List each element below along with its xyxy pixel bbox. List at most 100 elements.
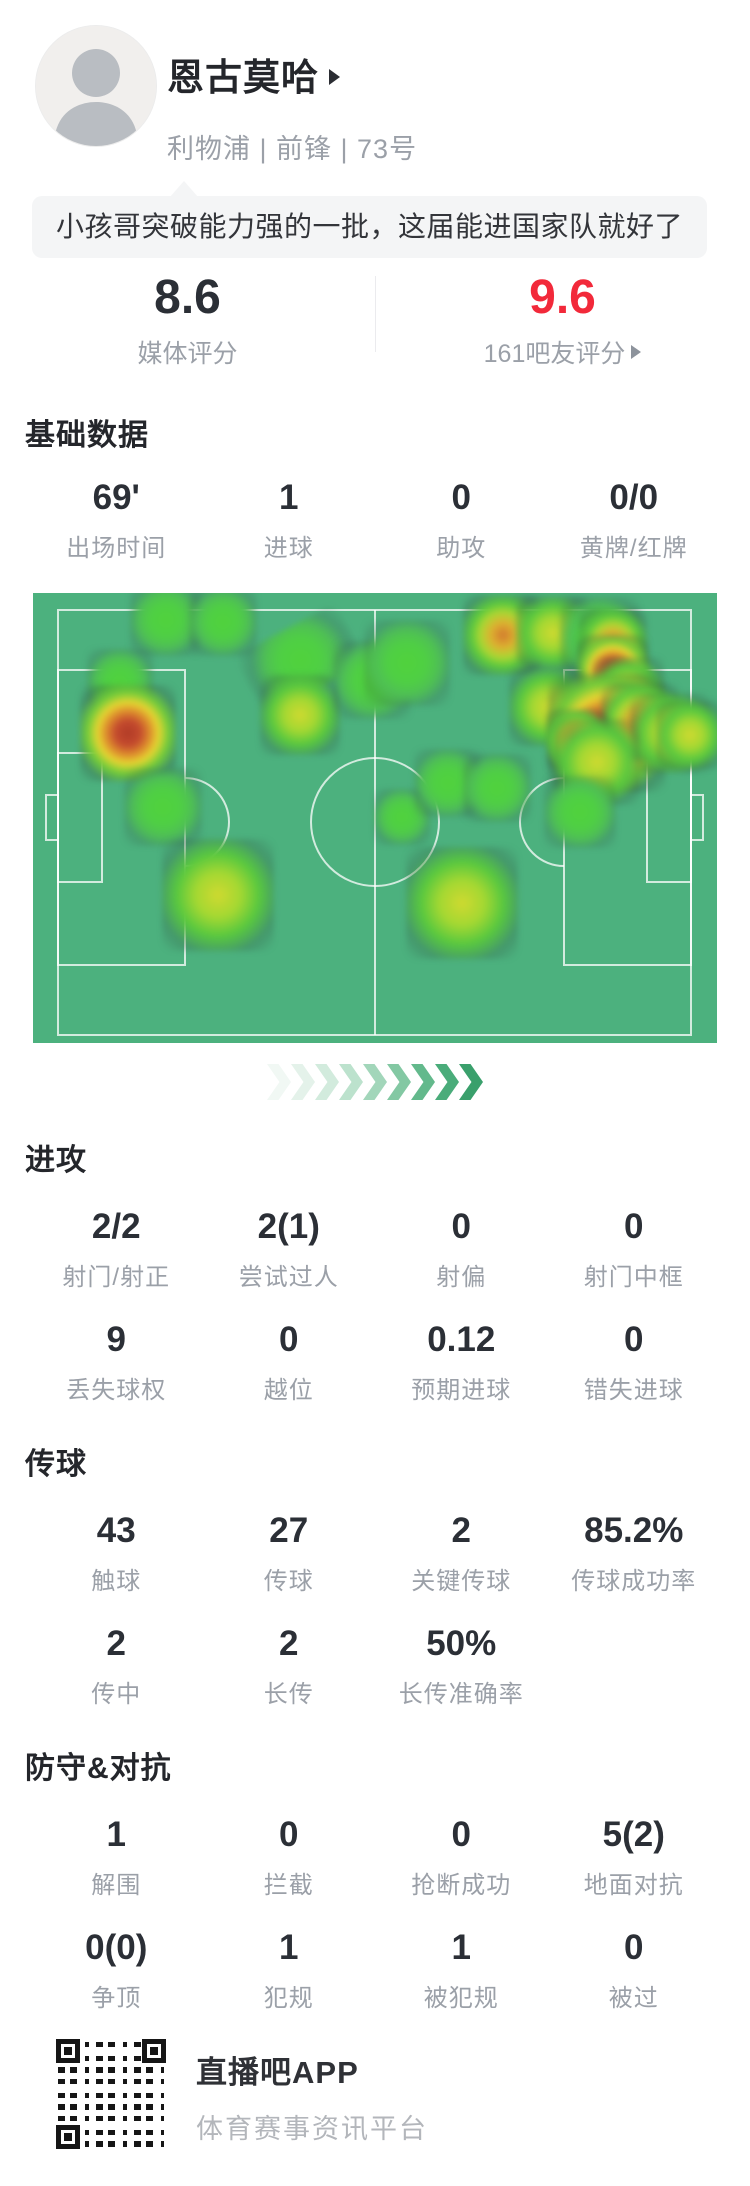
stat-value: 9 — [106, 1320, 126, 1359]
stat-cell: 50% 长传准确率 — [375, 1624, 548, 1709]
fan-rating-value: 9.6 — [529, 271, 596, 324]
quote-bubble-wrap: 小孩哥突破能力强的一批，这届能进国家队就好了 — [32, 181, 718, 258]
stat-row: 1 解围 0 拦截 0 抢断成功 5(2) 地面对抗 — [0, 1815, 750, 1900]
stat-cell: 1 解围 — [30, 1815, 203, 1900]
stat-label: 出场时间 — [66, 535, 167, 562]
stat-cell: 0 被过 — [548, 1928, 721, 2013]
stat-label: 触球 — [91, 1568, 142, 1595]
stat-value: 1 — [279, 478, 299, 517]
quote-text: 小孩哥突破能力强的一批，这届能进国家队就好了 — [56, 211, 684, 242]
section-defense: 防守&对抗 1 解围 0 拦截 0 抢断成功 5(2) 地面对抗 0(0) 争顶 1 犯规 1 被犯规 0 被过 — [0, 1743, 750, 2013]
stat-label: 关键传球 — [411, 1568, 512, 1595]
stat-value: 0/0 — [609, 478, 659, 517]
stat-row: 0(0) 争顶 1 犯规 1 被犯规 0 被过 — [0, 1928, 750, 2013]
media-rating-value: 8.6 — [154, 271, 221, 324]
section-attack: 进攻 2/2 射门/射正 2(1) 尝试过人 0 射偏 0 射门中框 9 丢失球权 0 越位 0.12 预期… — [0, 1135, 750, 1405]
stat-cell: 0 拦截 — [203, 1815, 376, 1900]
chevron-arrows — [0, 1063, 750, 1101]
quote-bubble: 小孩哥突破能力强的一批，这届能进国家队就好了 — [32, 181, 708, 258]
stat-value: 2(1) — [257, 1207, 320, 1246]
stat-cell: 5(2) 地面对抗 — [548, 1815, 721, 1900]
stat-cell: 69' 出场时间 — [30, 478, 203, 563]
stat-cell: 2/2 射门/射正 — [30, 1207, 203, 1292]
stat-cell: 43 触球 — [30, 1511, 203, 1596]
stat-cell: 1 犯规 — [203, 1928, 376, 2013]
stat-label: 长传准确率 — [398, 1681, 524, 1708]
fan-rating[interactable]: 9.6 161吧友评分 — [375, 270, 750, 370]
stat-cell: 0 错失进球 — [548, 1320, 721, 1405]
stat-label: 丢失球权 — [66, 1377, 167, 1404]
stat-row: 43 触球 27 传球 2 关键传球 85.2% 传球成功率 — [0, 1511, 750, 1596]
stat-cell: 1 被犯规 — [375, 1928, 548, 2013]
stat-cell: 9 丢失球权 — [30, 1320, 203, 1405]
media-rating: 8.6 媒体评分 — [0, 270, 375, 370]
stat-value: 2 — [451, 1511, 471, 1550]
stat-value: 0 — [451, 478, 471, 517]
chevron-right-icon — [411, 1064, 435, 1100]
stat-value: 0 — [624, 1207, 644, 1246]
stat-label: 越位 — [263, 1377, 314, 1404]
chevron-right-icon — [267, 1064, 291, 1100]
avatar-placeholder-icon — [36, 26, 156, 146]
stat-label: 被过 — [608, 1985, 659, 2012]
player-name-row[interactable]: 恩古莫哈 — [167, 47, 340, 101]
stat-value: 0 — [451, 1815, 471, 1854]
player-meta: 利物浦 | 前锋 | 73号 — [167, 134, 418, 164]
section-title: 进攻 — [25, 1144, 87, 1177]
stat-value: 0 — [624, 1928, 644, 1967]
stat-label: 进球 — [263, 535, 314, 562]
stat-label: 抢断成功 — [411, 1872, 512, 1899]
chevron-right-icon — [339, 1064, 363, 1100]
chevron-right-icon — [291, 1064, 315, 1100]
stat-value: 85.2% — [584, 1511, 684, 1550]
stat-cell: 0 射偏 — [375, 1207, 548, 1292]
section-title: 防守&对抗 — [25, 1752, 172, 1785]
stat-label: 传中 — [91, 1681, 142, 1708]
qr-finder-icon — [56, 2125, 80, 2149]
section-passing: 传球 43 触球 27 传球 2 关键传球 85.2% 传球成功率 2 传中 2 长传 50% 长传准确率 — [0, 1439, 750, 1709]
stat-label: 长传 — [263, 1681, 314, 1708]
stat-value: 0 — [624, 1320, 644, 1359]
stat-label: 传球 — [263, 1568, 314, 1595]
qr-code — [52, 2035, 170, 2153]
stat-label: 争顶 — [91, 1985, 142, 2012]
pitch-lines — [45, 609, 704, 1036]
stat-label: 地面对抗 — [583, 1872, 684, 1899]
stat-cell: 0 越位 — [203, 1320, 376, 1405]
stat-value: 0.12 — [427, 1320, 496, 1359]
stat-value: 27 — [269, 1511, 309, 1550]
fan-rating-label[interactable]: 161吧友评分 — [484, 334, 642, 370]
stat-value: 50% — [426, 1624, 497, 1663]
qr-finder-icon — [142, 2039, 166, 2063]
heatmap-pitch — [33, 593, 717, 1043]
section-title: 基础数据 — [25, 419, 149, 452]
stat-label: 助攻 — [436, 535, 487, 562]
stat-label: 被犯规 — [423, 1985, 499, 2012]
stat-cell: 0/0 黄牌/红牌 — [548, 478, 721, 563]
stat-cell: 2 传中 — [30, 1624, 203, 1709]
stat-label: 犯规 — [263, 1985, 314, 2012]
app-name: 直播吧APP — [196, 2055, 359, 2090]
avatar — [35, 25, 157, 147]
qr-finder-icon — [56, 2039, 80, 2063]
app-tagline: 体育赛事资讯平台 — [196, 2114, 428, 2144]
stat-cell: 2(1) 尝试过人 — [203, 1207, 376, 1292]
stat-label: 射偏 — [436, 1264, 487, 1291]
stat-value: 2/2 — [91, 1207, 141, 1246]
stat-row: 69' 出场时间 1 进球 0 助攻 0/0 黄牌/红牌 — [0, 478, 750, 563]
arrow-right-icon — [631, 345, 642, 359]
stat-cell: 0.12 预期进球 — [375, 1320, 548, 1405]
media-rating-label: 媒体评分 — [137, 340, 238, 368]
stat-label: 预期进球 — [411, 1377, 512, 1404]
app-footer: 直播吧APP 体育赛事资讯平台 — [52, 2035, 750, 2155]
stat-cell: 0(0) 争顶 — [30, 1928, 203, 2013]
vertical-divider — [375, 276, 376, 352]
stat-value: 0(0) — [85, 1928, 148, 1967]
chevron-right-icon — [435, 1064, 459, 1100]
stat-cell: 2 长传 — [203, 1624, 376, 1709]
stat-label: 黄牌/红牌 — [579, 535, 688, 562]
stat-label: 尝试过人 — [238, 1264, 339, 1291]
basic-stats-section: 基础数据 69' 出场时间 1 进球 0 助攻 0/0 黄牌/红牌 — [0, 410, 750, 563]
section-title: 传球 — [25, 1448, 87, 1481]
stat-value: 5(2) — [602, 1815, 665, 1854]
